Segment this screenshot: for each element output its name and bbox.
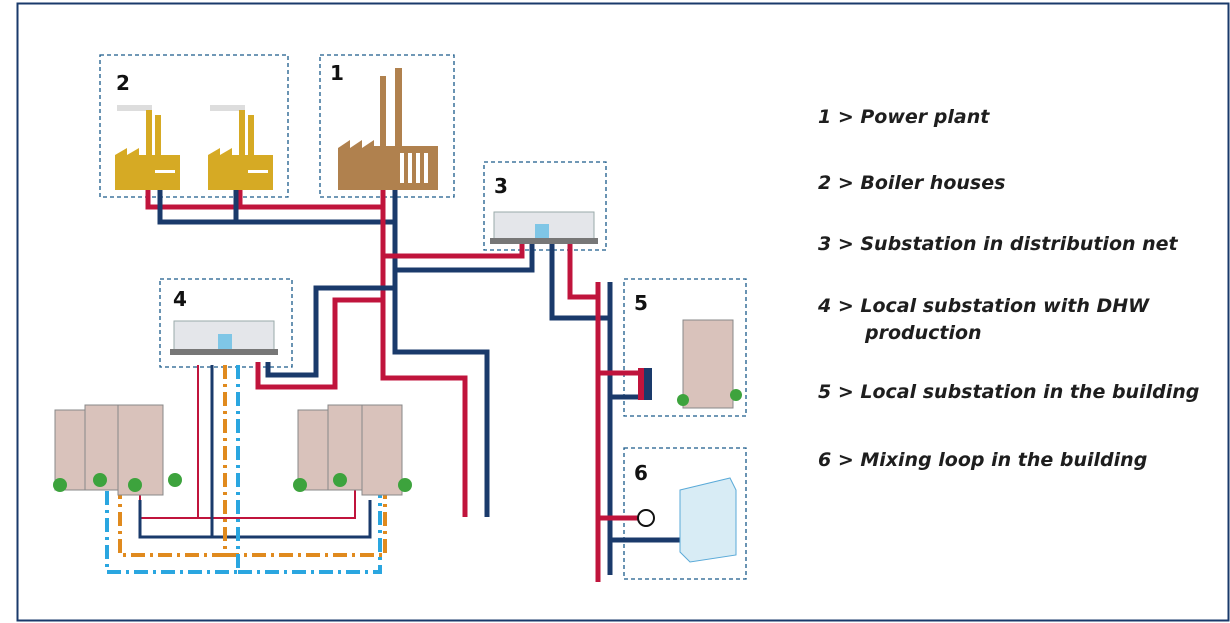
legend-item: 4 > Local substation with DHW production (818, 295, 1150, 344)
box-label: 1 (330, 61, 344, 85)
dashed-boxes (99, 54, 747, 580)
boiler-houses (115, 105, 273, 190)
frame (16, 2, 1230, 622)
legend-item: 2 > Boiler houses (818, 172, 1006, 194)
legend-item: 6 > Mixing loop in the building (818, 449, 1148, 471)
building-lines (105, 365, 387, 574)
power-plant (338, 68, 438, 190)
box-label: 3 (494, 174, 508, 198)
legend-item: 5 > Local substation in the building (818, 381, 1200, 403)
box-label: 2 (116, 71, 130, 95)
substations (170, 211, 598, 355)
buildings (53, 319, 742, 563)
box-label: 4 (173, 287, 187, 311)
box-label: 6 (634, 461, 648, 485)
pipes (145, 178, 690, 582)
legend-item: 1 > Power plant (818, 106, 990, 128)
box-labels: 1 2 3 4 5 6 (116, 61, 648, 485)
box-label: 5 (634, 291, 648, 315)
legend-item: 3 > Substation in distribution net (818, 233, 1178, 255)
